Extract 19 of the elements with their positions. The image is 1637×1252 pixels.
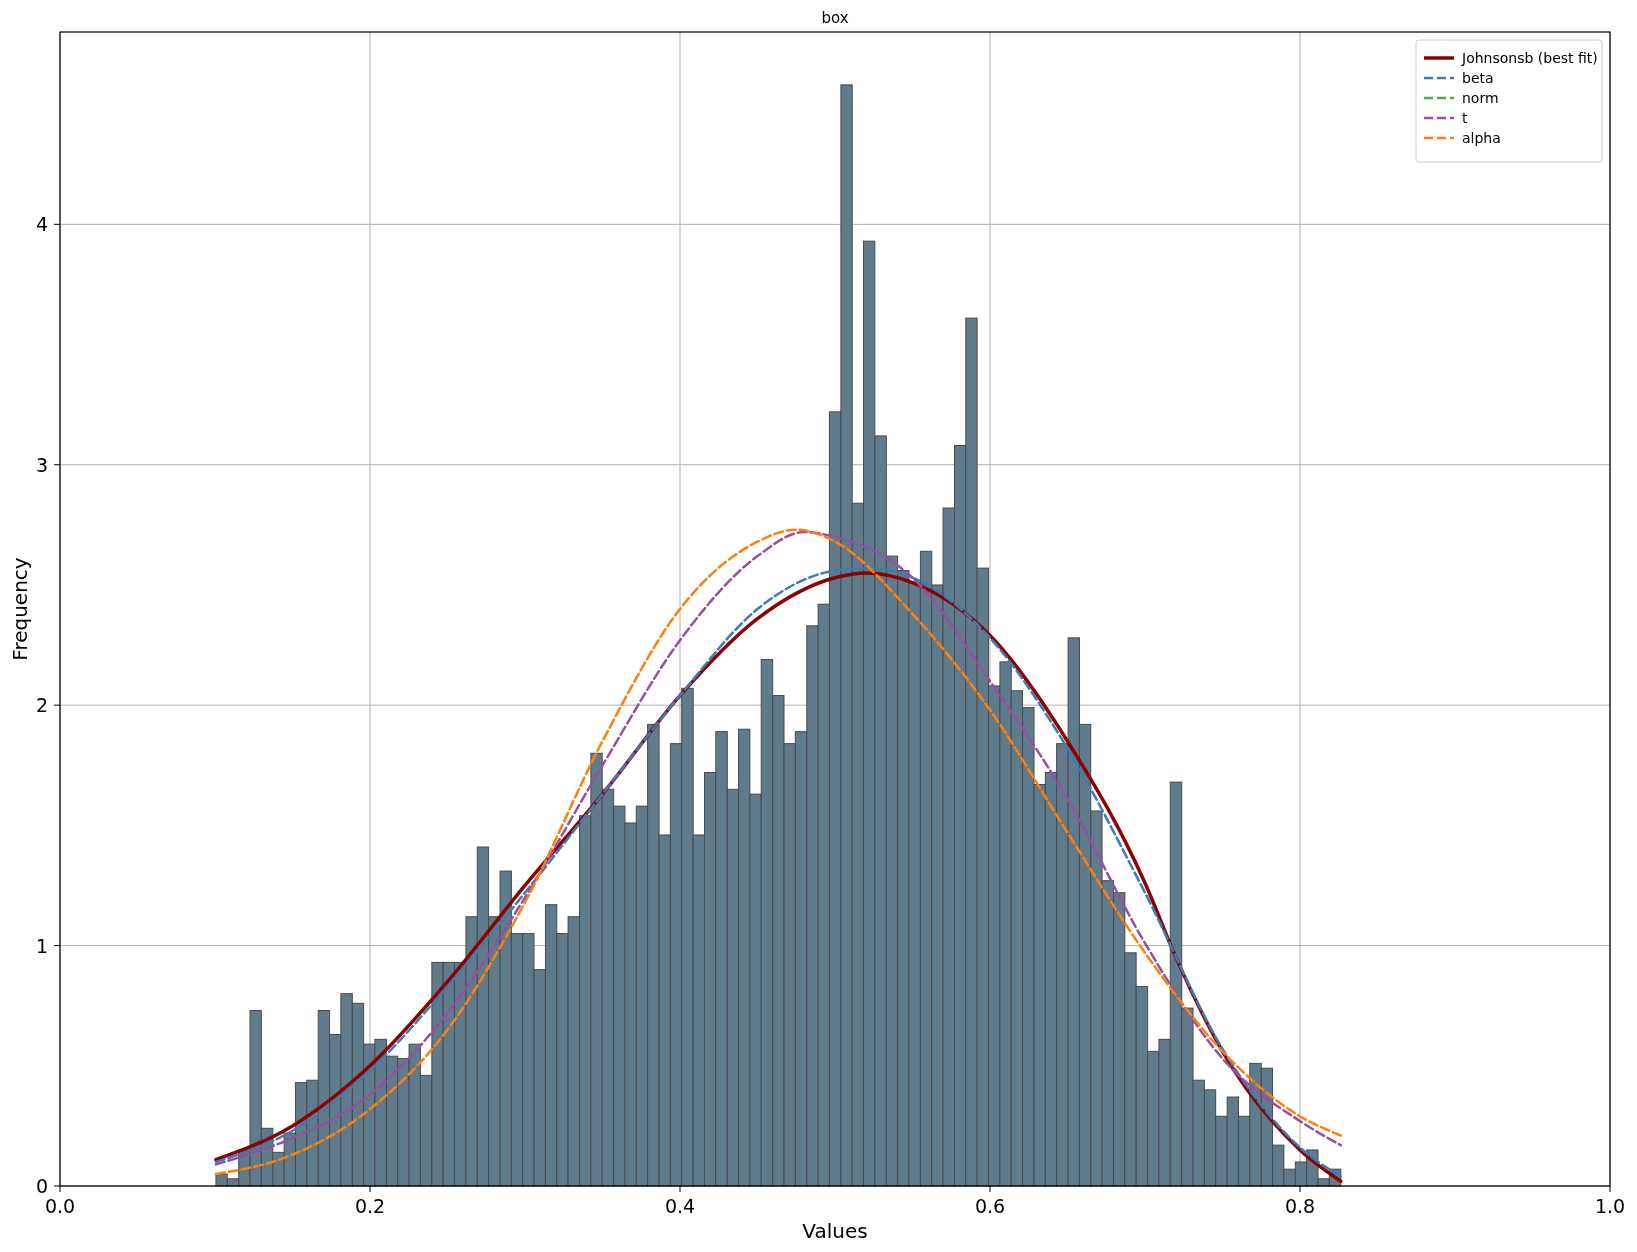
x-tick-label: 1.0 xyxy=(1594,1195,1626,1217)
x-axis-title: Values xyxy=(802,1219,868,1243)
legend-label: beta xyxy=(1462,70,1494,86)
x-tick-label: 0.6 xyxy=(974,1195,1006,1217)
legend-label: alpha xyxy=(1462,130,1501,146)
legend-label: t xyxy=(1462,110,1468,126)
y-tick-label: 4 xyxy=(35,213,48,236)
legend-label: Johnsonsb (best fit) xyxy=(1461,50,1598,66)
chart-title: box xyxy=(821,9,849,27)
x-tick-label: 0.4 xyxy=(664,1195,696,1217)
x-tick-label: 0.0 xyxy=(44,1195,76,1217)
legend-label: norm xyxy=(1462,90,1499,106)
y-tick-label: 2 xyxy=(35,694,48,717)
y-tick-label: 0 xyxy=(35,1175,48,1197)
y-tick-label: 3 xyxy=(35,453,48,476)
x-tick-label: 0.2 xyxy=(354,1195,386,1217)
y-axis-title: Frequency xyxy=(8,557,32,661)
x-tick-label: 0.8 xyxy=(1284,1195,1316,1217)
y-tick-label: 1 xyxy=(35,934,48,957)
